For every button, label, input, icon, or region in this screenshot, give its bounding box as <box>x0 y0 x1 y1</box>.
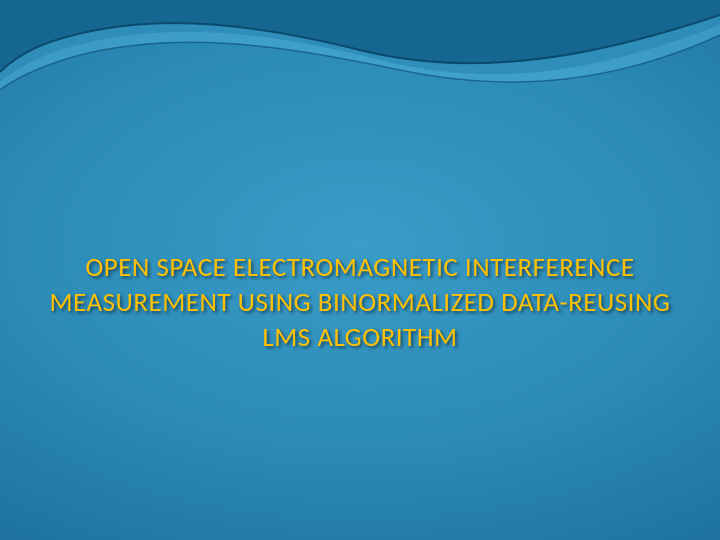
title-container: OPEN SPACE ELECTROMAGNETIC INTERFERENCE … <box>40 250 680 355</box>
wave-svg <box>0 0 720 140</box>
slide: OPEN SPACE ELECTROMAGNETIC INTERFERENCE … <box>0 0 720 540</box>
wave-decoration <box>0 0 720 140</box>
slide-title: OPEN SPACE ELECTROMAGNETIC INTERFERENCE … <box>40 250 680 355</box>
